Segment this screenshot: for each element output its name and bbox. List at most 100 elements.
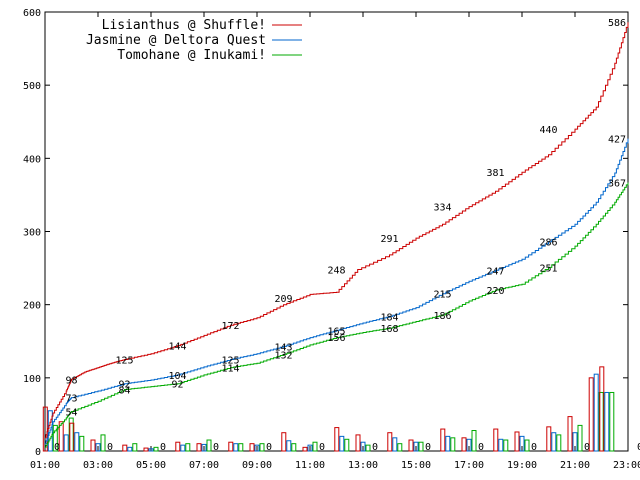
bar [599,366,605,452]
bar [450,437,456,452]
y-tick-label: 100 [23,374,41,385]
bar [514,431,520,452]
bar-zero-label: 0 [54,442,60,453]
bar [588,377,594,452]
point-label: 248 [327,266,345,277]
point-label: 172 [221,321,239,332]
bar [567,416,573,452]
x-tick-label: 15:00 [401,460,431,471]
legend: Lisianthus @ Shuffle!Jasmine @ Deltora Q… [86,18,302,63]
bar [180,444,186,452]
bar [100,434,106,452]
bar-zero-label: 0 [637,442,640,453]
point-label: 125 [115,356,133,367]
point-label: 286 [539,238,557,249]
bar-zero-label: 0 [107,442,113,453]
bar [339,435,345,452]
lines [45,22,629,448]
bar-zero-label: 0 [584,442,590,453]
bar [143,447,149,452]
y-tick-label: 300 [23,228,41,239]
bar [90,439,96,452]
bar-zero-label: 0 [319,442,325,453]
x-tick-label: 11:00 [295,460,325,471]
bar [461,437,467,452]
bar [493,428,499,452]
x-tick-label: 03:00 [83,460,113,471]
bar [355,434,361,452]
y-tick-label: 200 [23,301,41,312]
bar [52,424,58,452]
legend-label: Jasmine @ Deltora Quest [86,33,266,48]
point-label: 84 [118,386,130,397]
bar-zero-label: 0 [531,442,537,453]
y-tick-label: 400 [23,154,41,165]
bar [185,443,191,452]
bar [175,441,181,452]
point-label: 156 [327,333,345,344]
point-label: 114 [221,364,239,375]
y-tick-label: 0 [35,447,41,458]
bar [196,443,202,452]
bar [254,444,260,452]
legend-label: Tomohane @ Inukami! [117,48,266,63]
point-label: 586 [608,18,626,29]
point-label: 367 [608,178,626,189]
x-tick-label: 23:00 [613,460,640,471]
bar [418,441,424,452]
bar-zero-label: 0 [425,442,431,453]
bar [281,432,287,452]
bar [206,439,212,452]
x-tick-label: 13:00 [348,460,378,471]
point-labels: 9812514417220924829133438144058673921041… [65,18,626,418]
point-label: 184 [380,312,398,323]
bar [392,437,398,452]
point-label: 98 [65,375,77,386]
bar [577,424,583,452]
bar [445,435,451,452]
bar-zero-label: 0 [372,442,378,453]
bar [74,432,80,452]
bar [498,438,504,452]
bar [387,432,393,452]
bar [365,444,371,452]
x-tick-label: 07:00 [189,460,219,471]
bar [471,430,477,452]
legend-label: Lisianthus @ Shuffle! [102,18,266,33]
bar [228,441,234,452]
plot-border [44,11,629,452]
point-label: 165 [327,326,345,337]
bar [42,406,48,452]
bar [604,391,610,452]
bar [551,432,557,452]
plot-frame [44,11,629,452]
bar [63,434,69,452]
bar [291,443,297,452]
bar [69,422,75,452]
point-label: 132 [274,350,292,361]
point-label: 144 [168,342,186,353]
bar [238,443,244,452]
x-tick-label: 09:00 [242,460,272,471]
bar [440,428,446,452]
bar [344,438,350,452]
bar [233,443,239,452]
bar [259,443,265,452]
point-label: 427 [608,135,626,146]
bar [95,443,101,452]
bar [524,439,530,452]
x-tick-label: 01:00 [30,460,60,471]
bar-zero-label: 0 [160,442,166,453]
x-tick-label: 05:00 [136,460,166,471]
bar [334,427,340,452]
bar [519,435,525,452]
bar-zero-label: 0 [478,442,484,453]
point-label: 381 [486,168,504,179]
series-line-2 [45,182,629,448]
bar [397,443,403,452]
point-label: 291 [380,234,398,245]
point-label: 215 [433,290,451,301]
point-label: 54 [65,407,77,418]
bar [153,446,159,452]
bar [122,444,128,452]
